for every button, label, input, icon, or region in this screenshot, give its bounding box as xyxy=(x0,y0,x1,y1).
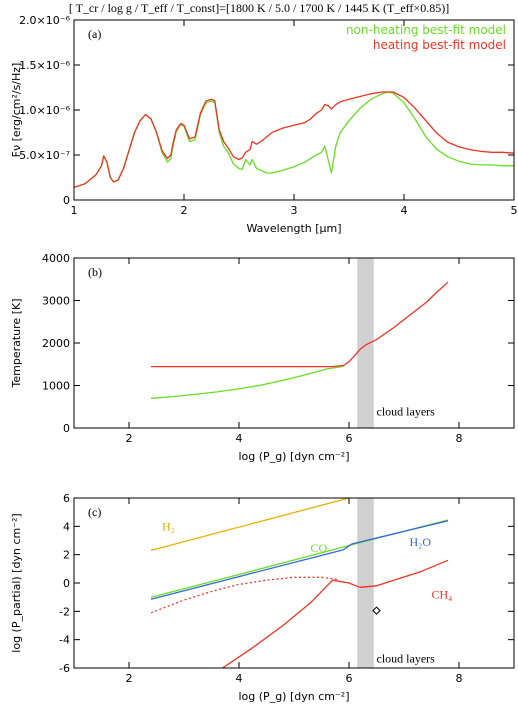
series-line-4 xyxy=(222,559,449,668)
panel-b-temperature: 2 4 6 8 0 1000 2000 3000 4000 log (P_g) [dyn cm⁻²… xyxy=(10,252,515,463)
x-axis-title: log (P_g) [dyn cm⁻²] xyxy=(239,450,350,463)
y-tick-label: 2000 xyxy=(42,337,70,350)
y-tick-label: 3000 xyxy=(42,295,70,308)
panel-label: (b) xyxy=(88,265,102,279)
x-tick-label: 2 xyxy=(181,204,188,217)
y-axis-title: log (P_partial) [dyn cm⁻²] xyxy=(10,513,23,652)
y-tick-label: 4 xyxy=(63,520,70,533)
y-tick-label: -4 xyxy=(59,634,70,647)
x-tick-label: 6 xyxy=(346,432,353,445)
y-tick-label: -6 xyxy=(59,662,70,675)
annotation-label: CH₄ xyxy=(432,588,453,602)
x-axis-title: Wavelength [μm] xyxy=(246,222,341,235)
series-line-2 xyxy=(150,520,449,600)
annotation-label: cloud layers xyxy=(377,651,436,665)
series-line-1 xyxy=(74,91,514,189)
x-tick-label: 4 xyxy=(236,672,243,685)
y-tick-label: 1.5×10⁻⁶ xyxy=(19,59,71,72)
x-tick-label: 1 xyxy=(71,204,78,217)
legend-entry: heating best-fit model xyxy=(373,38,506,52)
panel-label: (a) xyxy=(88,27,101,41)
y-axis-title: Fν [erg/cm²/s/Hz] xyxy=(10,63,23,158)
y-tick-label: 6 xyxy=(63,492,70,505)
plot-frame xyxy=(73,257,515,429)
x-axis-title: log (P_g) [dyn cm⁻²] xyxy=(239,690,350,703)
panel-label: (c) xyxy=(88,505,101,519)
x-tick-label: 2 xyxy=(126,432,133,445)
x-tick-label: 2 xyxy=(126,672,133,685)
y-tick-label: 1000 xyxy=(42,380,70,393)
x-tick-label: 3 xyxy=(291,204,298,217)
series-line-0 xyxy=(74,91,514,189)
panel-c-partial-pressure: 2 4 6 8 -6 -4 -2 0 2 4 6 log (P_g) [dyn cm⁻²] log (P… xyxy=(10,492,515,703)
series-line-0 xyxy=(150,498,350,552)
y-tick-label: -2 xyxy=(59,605,70,618)
x-tick-label: 4 xyxy=(401,204,408,217)
series-line-1 xyxy=(151,281,449,368)
y-tick-label: 2.0×10⁻⁶ xyxy=(19,14,71,27)
panel-a-spectrum: 1 2 3 4 5 0 5.0×10⁻⁷ 1.0×10⁻⁶ 1.5×10⁻⁶ 2.0×10⁻⁶ Wa… xyxy=(10,14,518,235)
x-tick-label: 6 xyxy=(346,672,353,685)
x-tick-label: 5 xyxy=(511,204,518,217)
y-tick-label: 0 xyxy=(63,422,70,435)
cloud-layer-band xyxy=(357,258,374,428)
x-tick-label: 8 xyxy=(456,672,463,685)
y-tick-label: 1.0×10⁻⁶ xyxy=(19,104,71,117)
annotation-label: CO xyxy=(311,541,328,555)
annotation-label: H₂ xyxy=(162,520,175,534)
y-tick-label: 0 xyxy=(63,577,70,590)
series-line-3 xyxy=(150,576,339,614)
cloud-layer-band xyxy=(357,498,374,668)
plot-frame xyxy=(73,497,515,669)
y-axis-title: Temperature [K] xyxy=(10,299,23,389)
x-tick-label: 8 xyxy=(456,432,463,445)
legend-entry: non-heating best-fit model xyxy=(346,23,506,37)
y-tick-label: 4000 xyxy=(42,252,70,265)
x-tick-label: 4 xyxy=(236,432,243,445)
y-tick-label: 5.0×10⁻⁷ xyxy=(19,149,70,162)
y-tick-label: 0 xyxy=(63,194,70,207)
annotation-label: cloud layers xyxy=(377,404,436,418)
figure-title: [ T_cr / log g / T_eff / T_const]=[1800 … xyxy=(69,1,449,15)
y-tick-label: 2 xyxy=(63,549,70,562)
diamond-marker xyxy=(372,606,381,615)
series-line-0 xyxy=(150,365,344,399)
annotation-label: H₂O xyxy=(410,535,432,549)
